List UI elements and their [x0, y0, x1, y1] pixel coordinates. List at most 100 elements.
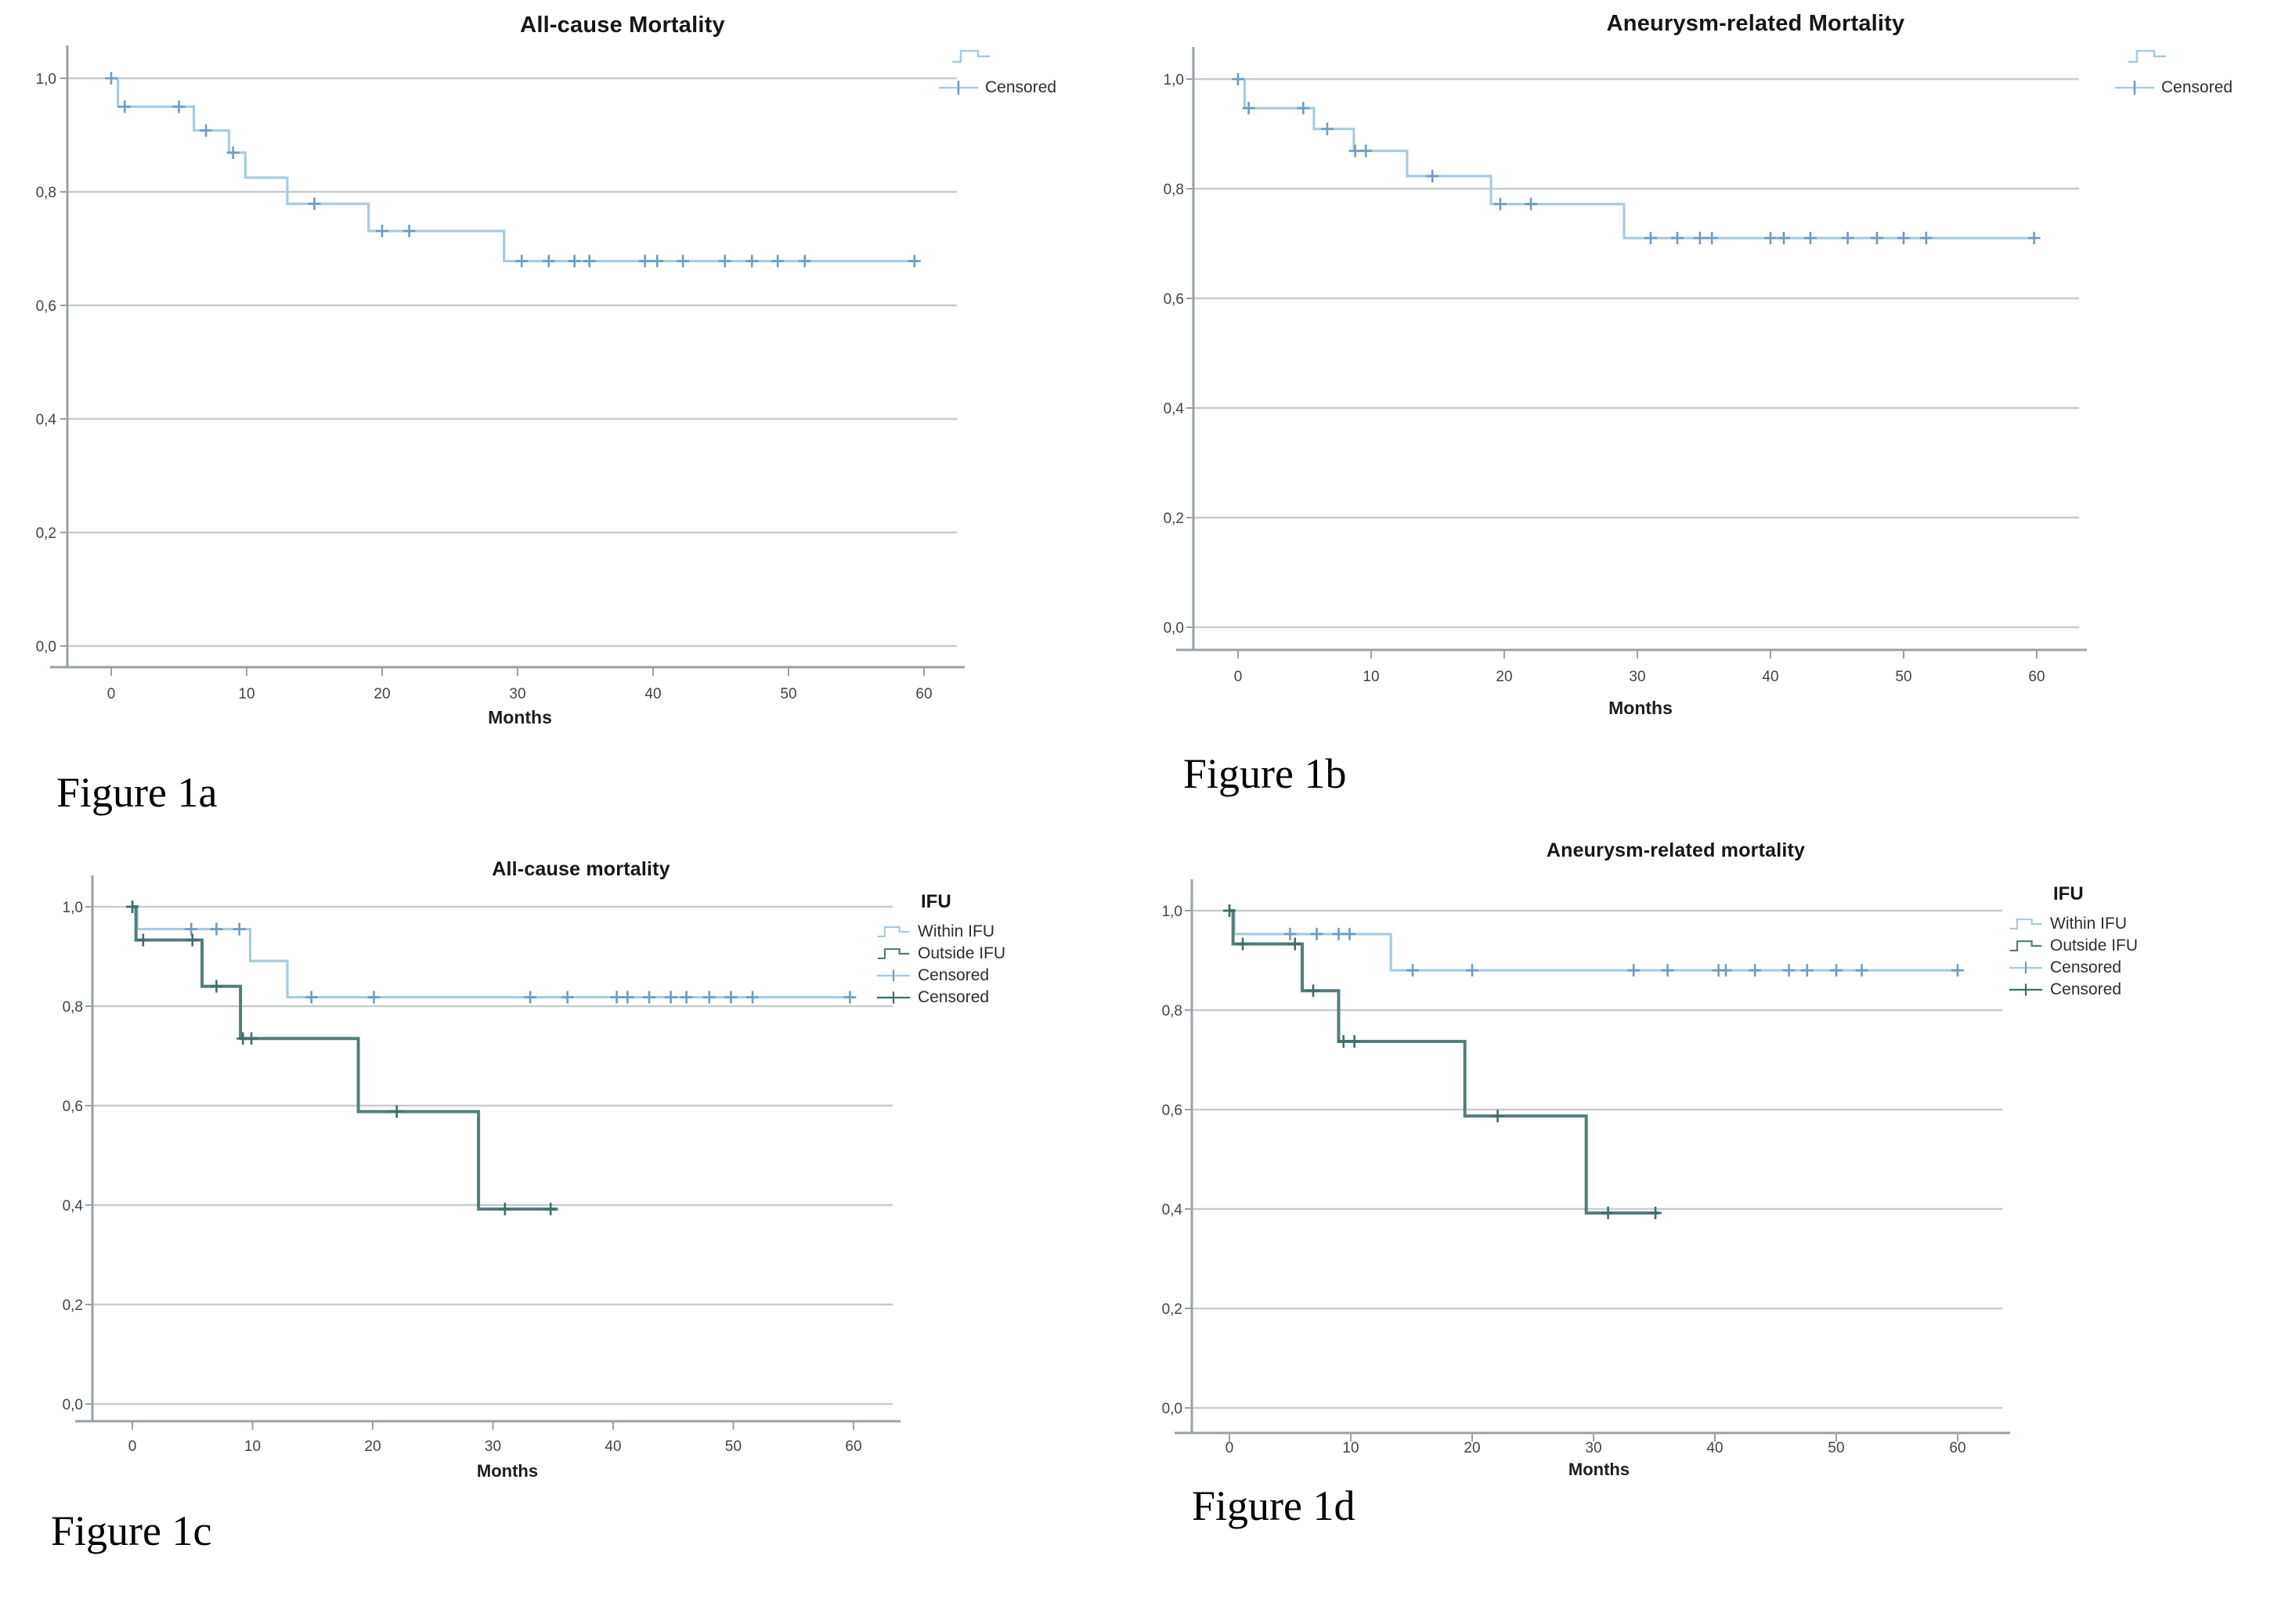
figure-caption-1b: Figure 1b: [1183, 750, 1347, 797]
figure-caption-1c: Figure 1c: [51, 1507, 212, 1554]
x-tick-label: 10: [1363, 669, 1379, 685]
y-tick-label: 1,0: [63, 900, 83, 916]
legend-fig1d: IFU Within IFU Outside IFU Censored Censored: [2008, 883, 2138, 1001]
legend-label: Censored: [2050, 958, 2122, 976]
censor-marks-outside-ifu: [126, 900, 558, 1216]
x-tick-label: 30: [1629, 669, 1645, 685]
step-line-icon: [2128, 49, 2166, 63]
y-tick-label: 0,4: [1164, 401, 1185, 417]
x-tick-label: 10: [1342, 1440, 1359, 1456]
legend-label: Censored: [918, 966, 990, 984]
censor-plus-icon: [876, 969, 911, 982]
y-tick-label: 0,4: [36, 412, 57, 428]
plot-fig1c: 1,0 0,8 0,6 0,4 0,2 0,0 0 10 20 30 40 50 60: [63, 875, 901, 1455]
plot-fig1b: 1,0 0,8 0,6 0,4 0,2 0,0 0 10 20 30 40 50 60: [1164, 47, 2087, 685]
legend-fig1a: Censored: [938, 41, 1056, 103]
censor-marks-outside-ifu: [1223, 904, 1662, 1220]
x-tick-label: 20: [364, 1438, 381, 1455]
censor-marks-within-ifu: [1223, 904, 1964, 977]
survival-curve-overall: [111, 77, 918, 263]
legend-entry: [2127, 41, 2232, 72]
legend-entry: [951, 41, 1056, 72]
censor-plus-icon: [876, 991, 911, 1004]
x-tick-label: 10: [244, 1438, 261, 1455]
x-tick-label: 50: [1828, 1440, 1844, 1456]
legend-entry: Censored: [875, 965, 1005, 987]
x-tick-label: 40: [605, 1438, 621, 1455]
y-tick-label: 1,0: [1164, 72, 1184, 88]
x-axis-label-fig1d: Months: [1568, 1460, 1630, 1479]
censor-plus-icon: [2009, 983, 2043, 996]
y-tick-label: 0,6: [63, 1099, 83, 1115]
x-tick-label: 40: [1706, 1440, 1723, 1456]
legend-entry: Censored: [938, 72, 1056, 103]
x-tick-label: 0: [1234, 669, 1243, 685]
y-tick-label: 0,0: [1162, 1401, 1182, 1417]
y-tick-label: 0,8: [1162, 1003, 1182, 1020]
legend-entry: Outside IFU: [875, 943, 1005, 965]
x-tick-label: 50: [725, 1438, 742, 1455]
x-tick-label: 50: [1895, 669, 1911, 685]
survival-curve-outside-ifu: [132, 905, 558, 1211]
y-tick-label: 0,2: [1164, 511, 1184, 527]
x-tick-label: 0: [107, 686, 116, 702]
x-tick-label: 50: [780, 686, 796, 702]
x-tick-label: 20: [1464, 1440, 1480, 1456]
x-tick-label: 10: [238, 686, 254, 702]
x-tick-label: 30: [1585, 1440, 1601, 1456]
legend-label: Censored: [2050, 980, 2122, 998]
figure-caption-1a: Figure 1a: [56, 769, 218, 816]
censor-plus-icon: [939, 81, 978, 95]
y-tick-label: 0,2: [63, 1297, 83, 1314]
x-tick-label: 60: [845, 1438, 861, 1455]
x-tick-label: 60: [915, 686, 932, 702]
y-tick-label: 0,4: [1162, 1202, 1183, 1218]
censor-marks-within-ifu: [126, 900, 857, 1004]
censor-marks-overall: [1232, 73, 2041, 244]
plot-fig1d: 1,0 0,8 0,6 0,4 0,2 0,0 0 10 20 30 40 50 60: [1162, 879, 2010, 1456]
survival-curve-outside-ifu: [1229, 909, 1659, 1215]
survival-curve-overall: [1238, 78, 2037, 240]
legend-label: Censored: [2161, 78, 2233, 96]
x-axis-label-fig1b: Months: [1608, 698, 1673, 718]
x-tick-label: 60: [2028, 669, 2045, 685]
x-tick-label: 0: [128, 1438, 137, 1455]
chart-title-fig1a: All-cause Mortality: [520, 13, 725, 38]
y-tick-label: 0,8: [36, 185, 56, 201]
x-tick-label: 60: [1949, 1440, 1965, 1456]
x-axis-label-fig1c: Months: [476, 1461, 539, 1481]
x-axis-label-fig1a: Months: [488, 707, 552, 727]
y-tick-label: 0,2: [1162, 1301, 1182, 1318]
censor-plus-icon: [2009, 962, 2043, 974]
legend-entry: Outside IFU: [2008, 935, 2138, 957]
step-line-icon: [877, 926, 910, 938]
legend-fig1b: Censored: [2114, 41, 2232, 103]
legend-title: IFU: [2053, 883, 2084, 904]
legend-entry: Censored: [2008, 957, 2138, 979]
step-line-icon: [2009, 940, 2042, 952]
legend-entry: Within IFU: [2008, 913, 2138, 935]
x-tick-label: 0: [1225, 1440, 1234, 1456]
y-tick-label: 0,6: [1164, 291, 1184, 308]
y-tick-label: 0,4: [63, 1198, 84, 1214]
legend-label: Censored: [918, 988, 990, 1006]
x-tick-label: 30: [509, 686, 525, 702]
y-tick-label: 0,0: [63, 1397, 83, 1413]
legend-label: Outside IFU: [918, 944, 1006, 962]
y-tick-label: 1,0: [36, 71, 56, 88]
legend-label: Censored: [985, 78, 1057, 96]
y-tick-label: 0,6: [1162, 1103, 1182, 1119]
step-line-icon: [2009, 918, 2042, 930]
x-tick-label: 40: [644, 686, 661, 702]
figure-caption-1d: Figure 1d: [1192, 1482, 1355, 1529]
x-tick-label: 30: [485, 1438, 501, 1455]
chart-title-fig1b: Aneurysm-related Mortality: [1606, 11, 1905, 36]
survival-curve-within-ifu: [132, 905, 854, 999]
y-tick-label: 1,0: [1162, 904, 1182, 920]
y-tick-label: 0,0: [36, 639, 56, 655]
censor-plus-icon: [2115, 81, 2154, 95]
legend-fig1c: IFU Within IFU Outside IFU Censored Censored: [875, 891, 1005, 1009]
survival-curve-within-ifu: [1229, 909, 1961, 972]
x-tick-label: 20: [374, 686, 390, 702]
